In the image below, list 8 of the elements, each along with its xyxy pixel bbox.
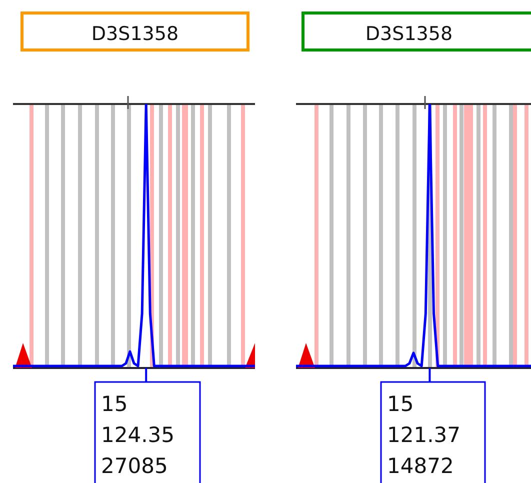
chart-title: D3S1358 [365,23,453,45]
text: 121.37 [387,423,460,447]
text: 124.35 [101,423,174,447]
text: 15 [387,392,414,416]
chart-title: D3S1358 [91,23,179,45]
text: 27085 [101,454,168,478]
text: 15 [101,392,128,416]
text: 14872 [387,454,454,478]
